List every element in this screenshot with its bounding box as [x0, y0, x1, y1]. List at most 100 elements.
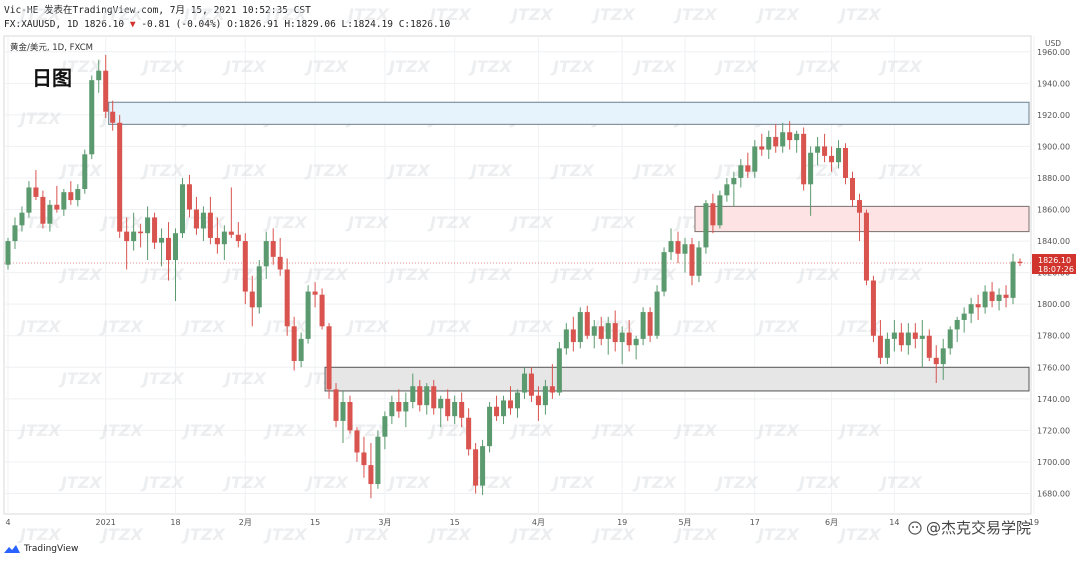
- chart-header: Vic-HE 发表在TradingView.com, 7月 15, 2021 1…: [0, 0, 1080, 36]
- candle-body: [333, 389, 339, 421]
- down-arrow-icon: ▼: [129, 19, 136, 30]
- candle-body: [528, 373, 534, 396]
- candle: [717, 190, 723, 229]
- candle: [633, 335, 639, 360]
- candle: [375, 430, 381, 489]
- candle: [26, 181, 32, 218]
- x-tick-label: 2月: [239, 518, 252, 527]
- candle: [214, 217, 220, 254]
- candle-body: [675, 241, 681, 254]
- candle: [19, 206, 25, 232]
- x-tick-label: 18: [170, 518, 180, 527]
- watermark-mark: JTZX: [755, 421, 799, 440]
- resistance-zone-top: [108, 101, 1030, 125]
- candle: [863, 209, 869, 286]
- candle: [584, 305, 590, 339]
- watermark-mark: JTZX: [99, 317, 143, 336]
- candle-body: [179, 184, 185, 234]
- candle-body: [221, 231, 227, 245]
- candle: [731, 171, 737, 207]
- candle-body: [535, 395, 541, 406]
- watermark-mark: JTZX: [632, 57, 676, 76]
- candle: [179, 177, 185, 238]
- candle-body: [933, 357, 939, 365]
- candle-body: [689, 244, 695, 276]
- candle-body: [1003, 294, 1009, 298]
- watermark-mark: JTZX: [755, 525, 799, 544]
- candle: [145, 206, 151, 261]
- watermark-mark: JTZX: [468, 265, 512, 284]
- y-tick-label: 1880.00: [1037, 174, 1070, 183]
- publisher-line: Vic-HE 发表在TradingView.com, 7月 15, 2021 1…: [4, 5, 311, 16]
- watermark-mark: JTZX: [550, 161, 594, 180]
- candle: [752, 140, 758, 178]
- watermark-mark: JTZX: [181, 5, 225, 24]
- candle-body: [459, 401, 465, 418]
- candle: [172, 228, 179, 302]
- candle-body: [829, 155, 835, 163]
- candle-body: [549, 386, 555, 393]
- candle: [647, 307, 653, 343]
- watermark-mark: JTZX: [58, 473, 102, 492]
- candle: [193, 196, 199, 235]
- candle: [822, 133, 828, 163]
- candle: [528, 367, 534, 402]
- candle-body: [445, 398, 451, 417]
- candle: [780, 122, 786, 153]
- author-watermark: @杰克交易学院: [908, 517, 1031, 538]
- watermark-mark: JTZX: [345, 525, 389, 544]
- y-tick-label: 1960.00: [1037, 48, 1070, 57]
- candle-body: [256, 266, 262, 308]
- candle: [626, 319, 632, 352]
- watermark-mark: JTZX: [509, 525, 553, 544]
- candle-body: [947, 329, 953, 349]
- candle: [661, 247, 667, 297]
- watermark-mark: JTZX: [427, 213, 471, 232]
- candle-body: [501, 400, 507, 417]
- candle-body: [298, 338, 304, 361]
- candle-body: [61, 192, 67, 210]
- candle: [382, 411, 388, 450]
- ohlc-values: O:1826.91 H:1829.06 L:1824.19 C:1826.10: [227, 19, 451, 30]
- candle: [591, 319, 597, 349]
- candle-body: [808, 152, 814, 185]
- tradingview-logo[interactable]: TradingView: [4, 544, 78, 554]
- candle-body: [33, 187, 39, 197]
- watermark-mark: JTZX: [632, 265, 676, 284]
- candle: [403, 392, 409, 428]
- candle: [396, 389, 402, 418]
- candle-body: [152, 217, 158, 243]
- candle: [68, 181, 74, 205]
- wechat-icon: [908, 520, 922, 535]
- candle-body: [815, 146, 821, 153]
- candle: [459, 392, 465, 428]
- watermark-mark: JTZX: [468, 161, 512, 180]
- candle: [1017, 258, 1023, 267]
- candle: [856, 193, 862, 242]
- candle-body: [124, 231, 130, 242]
- candle: [494, 395, 500, 421]
- watermark-mark: JTZX: [673, 421, 717, 440]
- candle: [368, 443, 374, 499]
- candle-body: [982, 291, 988, 308]
- candle-body: [626, 332, 632, 346]
- candle: [124, 217, 130, 270]
- candle: [159, 228, 165, 267]
- candle: [452, 395, 458, 425]
- watermark-mark: JTZX: [632, 473, 676, 492]
- candle-body: [507, 400, 514, 409]
- candle: [682, 237, 688, 273]
- candle: [47, 200, 53, 232]
- x-tick-label: 4月: [532, 518, 545, 527]
- watermark-mark: JTZX: [714, 57, 758, 76]
- candle-body: [843, 148, 849, 178]
- candle-body: [738, 165, 744, 178]
- candle-body: [228, 231, 234, 235]
- watermark-mark: JTZX: [222, 369, 266, 388]
- watermark-mark: JTZX: [837, 317, 881, 336]
- candle: [389, 395, 395, 425]
- candle-body: [633, 338, 639, 346]
- candle-body: [138, 231, 144, 234]
- watermark-mark: JTZX: [17, 525, 61, 544]
